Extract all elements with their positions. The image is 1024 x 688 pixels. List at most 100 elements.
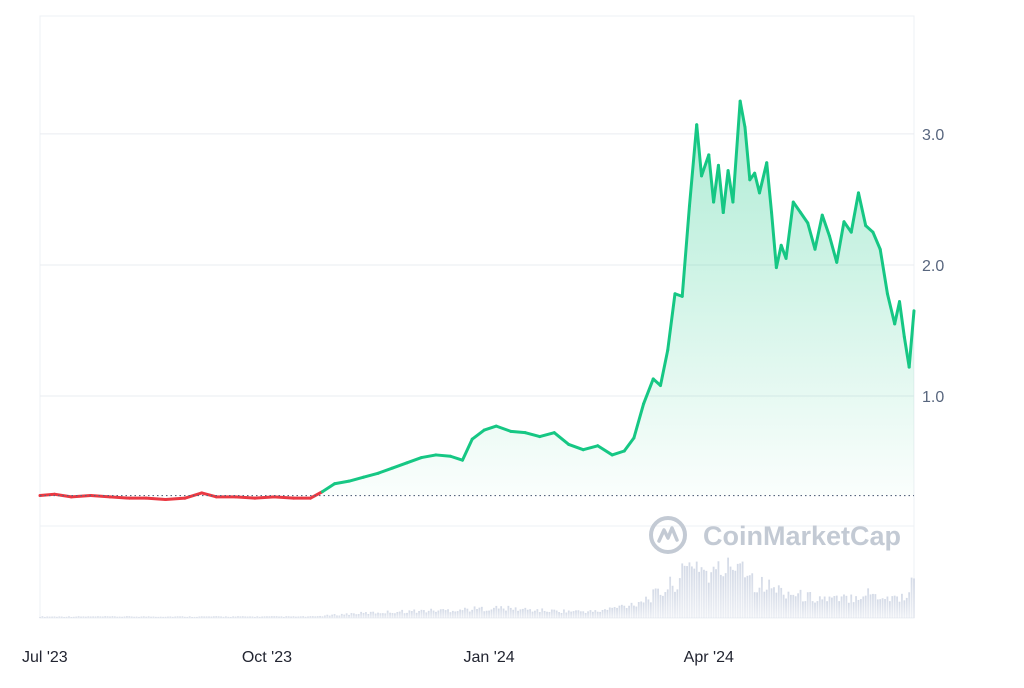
price-line-segment	[509, 429, 527, 435]
volume-bar	[167, 616, 169, 618]
volume-bar	[287, 616, 290, 618]
volume-bar	[162, 616, 165, 618]
volume-bar	[323, 615, 326, 618]
volume-bar	[910, 577, 913, 618]
volume-bar	[92, 616, 95, 618]
volume-bar	[350, 613, 353, 618]
price-line-segment	[581, 444, 600, 452]
volume-bar	[227, 616, 230, 618]
volume-bar	[642, 602, 645, 618]
price-line-segment	[38, 492, 56, 498]
volume-bar	[782, 594, 785, 618]
price-line[interactable]	[38, 99, 916, 501]
price-line-segment	[753, 171, 761, 195]
volume-bar	[422, 610, 425, 618]
x-tick-label: Jan '24	[464, 649, 515, 666]
volume-bar	[666, 589, 669, 618]
price-area	[40, 101, 914, 496]
volume-bar	[901, 593, 903, 618]
volume-bar	[89, 616, 92, 618]
volume-bar	[415, 612, 418, 618]
volume-bar	[377, 612, 379, 618]
volume-bar	[99, 616, 102, 618]
volume-bar	[369, 611, 372, 618]
volume-bar	[741, 561, 744, 618]
volume-bar	[56, 616, 58, 618]
volume-bar	[389, 612, 391, 618]
volume-bar	[490, 609, 493, 618]
volume-bar	[84, 616, 87, 618]
volume-bar	[690, 566, 693, 618]
volume-bar	[140, 616, 143, 618]
volume-bar	[773, 587, 775, 618]
volume-bar	[459, 609, 461, 618]
volume-bar	[394, 613, 396, 618]
volume-bar	[753, 592, 756, 618]
volume-bar	[847, 602, 850, 618]
price-line-segment	[320, 482, 337, 494]
price-line-segment	[362, 471, 380, 479]
volume-bar	[316, 616, 319, 618]
volume-bar	[176, 616, 179, 618]
volume-bar	[664, 592, 667, 618]
price-line-segment	[878, 247, 889, 296]
price-line-segment	[864, 224, 875, 234]
volume-bar	[171, 616, 174, 618]
volume-bar	[869, 594, 872, 618]
volume-bar	[722, 576, 725, 618]
volume-bar	[727, 557, 729, 618]
volume-bar	[282, 616, 285, 618]
volume-bar	[493, 607, 495, 618]
price-line-segment	[849, 191, 860, 234]
price-line-segment	[164, 496, 187, 501]
volume-bar	[464, 607, 466, 618]
volume-bar	[579, 611, 582, 618]
volume-bar	[765, 589, 768, 618]
volume-bar	[309, 616, 312, 618]
volume-bar	[541, 608, 544, 618]
volume-bar	[138, 616, 140, 618]
volume-bar	[121, 616, 123, 618]
volume-bar	[94, 616, 97, 618]
volume-bar	[65, 616, 68, 618]
volume-bar	[700, 567, 703, 618]
volume-bar	[321, 616, 324, 618]
volume-bar	[659, 594, 662, 618]
volume-bar	[68, 616, 70, 618]
y-tick-label: 1.0	[922, 389, 944, 406]
volume-bar	[485, 610, 488, 618]
price-line-segment	[707, 153, 716, 204]
price-line-segment	[108, 495, 131, 500]
volume-bar	[645, 596, 647, 618]
volume-bar	[591, 611, 594, 618]
volume-bar	[625, 608, 628, 618]
volume-bar	[381, 613, 384, 618]
volume-bar	[857, 599, 860, 618]
price-line-segment	[680, 204, 691, 298]
y-tick-label: 3.0	[922, 127, 944, 144]
volume-bar	[398, 611, 401, 618]
volume-bar	[46, 616, 49, 618]
volume-bar	[884, 599, 886, 618]
volume-bar	[425, 612, 428, 618]
volume-bar	[589, 610, 592, 618]
volume-bar	[384, 613, 387, 618]
volume-bar	[220, 616, 222, 618]
price-line-segment	[658, 348, 670, 387]
price-line-segment	[596, 444, 614, 457]
volume-bar	[435, 611, 437, 618]
volume-bar	[191, 616, 194, 618]
volume-bar	[101, 616, 104, 618]
volume-bar	[454, 611, 457, 618]
volume-bar	[867, 588, 870, 618]
volume-bar	[208, 616, 210, 618]
volume-bar	[843, 594, 845, 618]
volume-bar	[823, 596, 826, 618]
volume-bar	[662, 595, 664, 618]
volume-bar	[514, 607, 517, 618]
price-line-segment	[791, 200, 803, 215]
volume-bar	[338, 615, 341, 618]
price-line-segment	[806, 221, 817, 251]
